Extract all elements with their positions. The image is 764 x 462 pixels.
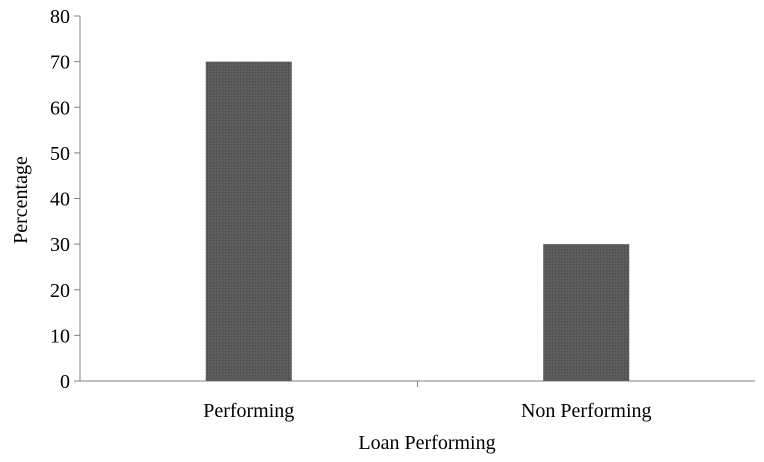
bar-performing xyxy=(205,61,292,381)
bars xyxy=(205,61,630,381)
axes: 0 10 20 30 40 50 60 70 80 Performing Non Performin… xyxy=(50,6,755,422)
y-tick-label: 80 xyxy=(50,6,70,28)
y-tick-label: 10 xyxy=(50,325,70,347)
y-axis-title: Percentage xyxy=(10,156,32,244)
labels: Loan Performing Percentage xyxy=(10,156,496,454)
y-tick-label: 70 xyxy=(50,52,70,74)
bar-non-performing xyxy=(543,244,630,381)
x-tick-label: Performing xyxy=(203,400,294,422)
y-tick-label: 40 xyxy=(50,189,70,211)
x-tick-label: Non Performing xyxy=(521,400,652,422)
y-tick-label: 30 xyxy=(50,234,70,256)
y-tick-label: 0 xyxy=(60,371,70,393)
y-tick-label: 20 xyxy=(50,280,70,302)
x-axis-title: Loan Performing xyxy=(358,432,495,454)
y-tick-label: 60 xyxy=(50,97,70,119)
y-tick-label: 50 xyxy=(50,143,70,165)
